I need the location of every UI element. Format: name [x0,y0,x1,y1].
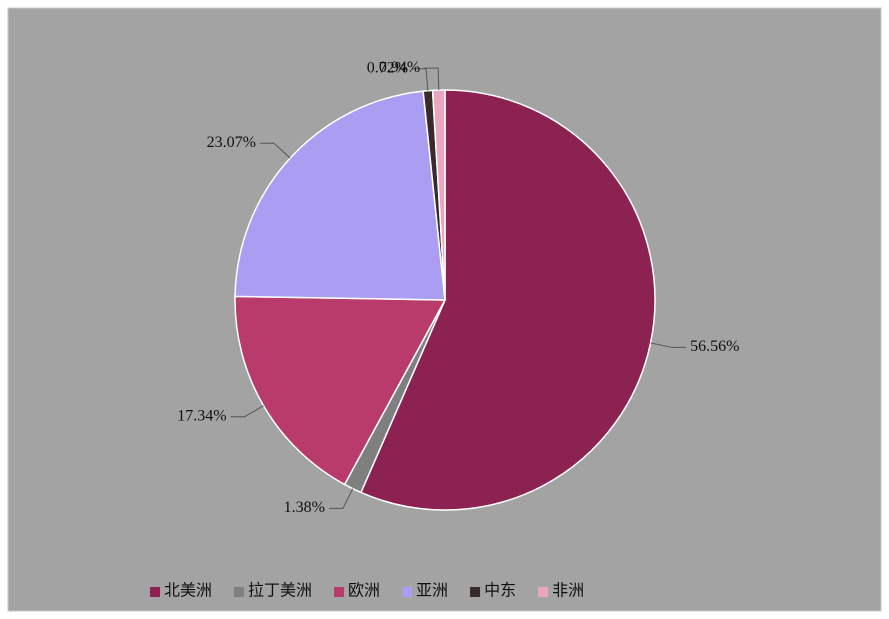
legend-label: 欧洲 [348,582,380,600]
legend-swatch [538,587,549,597]
pie-slice [234,90,446,301]
data-label: 23.07% [207,134,256,151]
legend-label: 中东 [484,582,516,600]
pie-slice [359,89,656,511]
data-label: 1.38% [284,499,325,516]
legend-swatch [470,587,481,597]
legend-label: 拉丁美洲 [248,582,312,600]
legend-label: 北美洲 [164,582,212,600]
legend-swatch [234,587,245,597]
data-label: 17.34% [177,407,226,424]
data-label: 0.72% [367,59,408,76]
legend-swatch [402,587,413,597]
data-label: 0.94% [379,59,420,76]
legend-swatch [150,587,160,597]
legend-swatch [334,587,345,597]
legend-label: 非洲 [552,582,584,600]
leader-line [230,405,264,418]
legend-label: 亚洲 [416,583,448,600]
pie-slice [234,295,447,486]
leader-line [412,68,429,91]
leader-line [259,142,291,159]
data-label: 56.56% [690,338,739,355]
leader-line [650,342,687,348]
leader-line [424,67,440,91]
leader-line [329,488,354,509]
